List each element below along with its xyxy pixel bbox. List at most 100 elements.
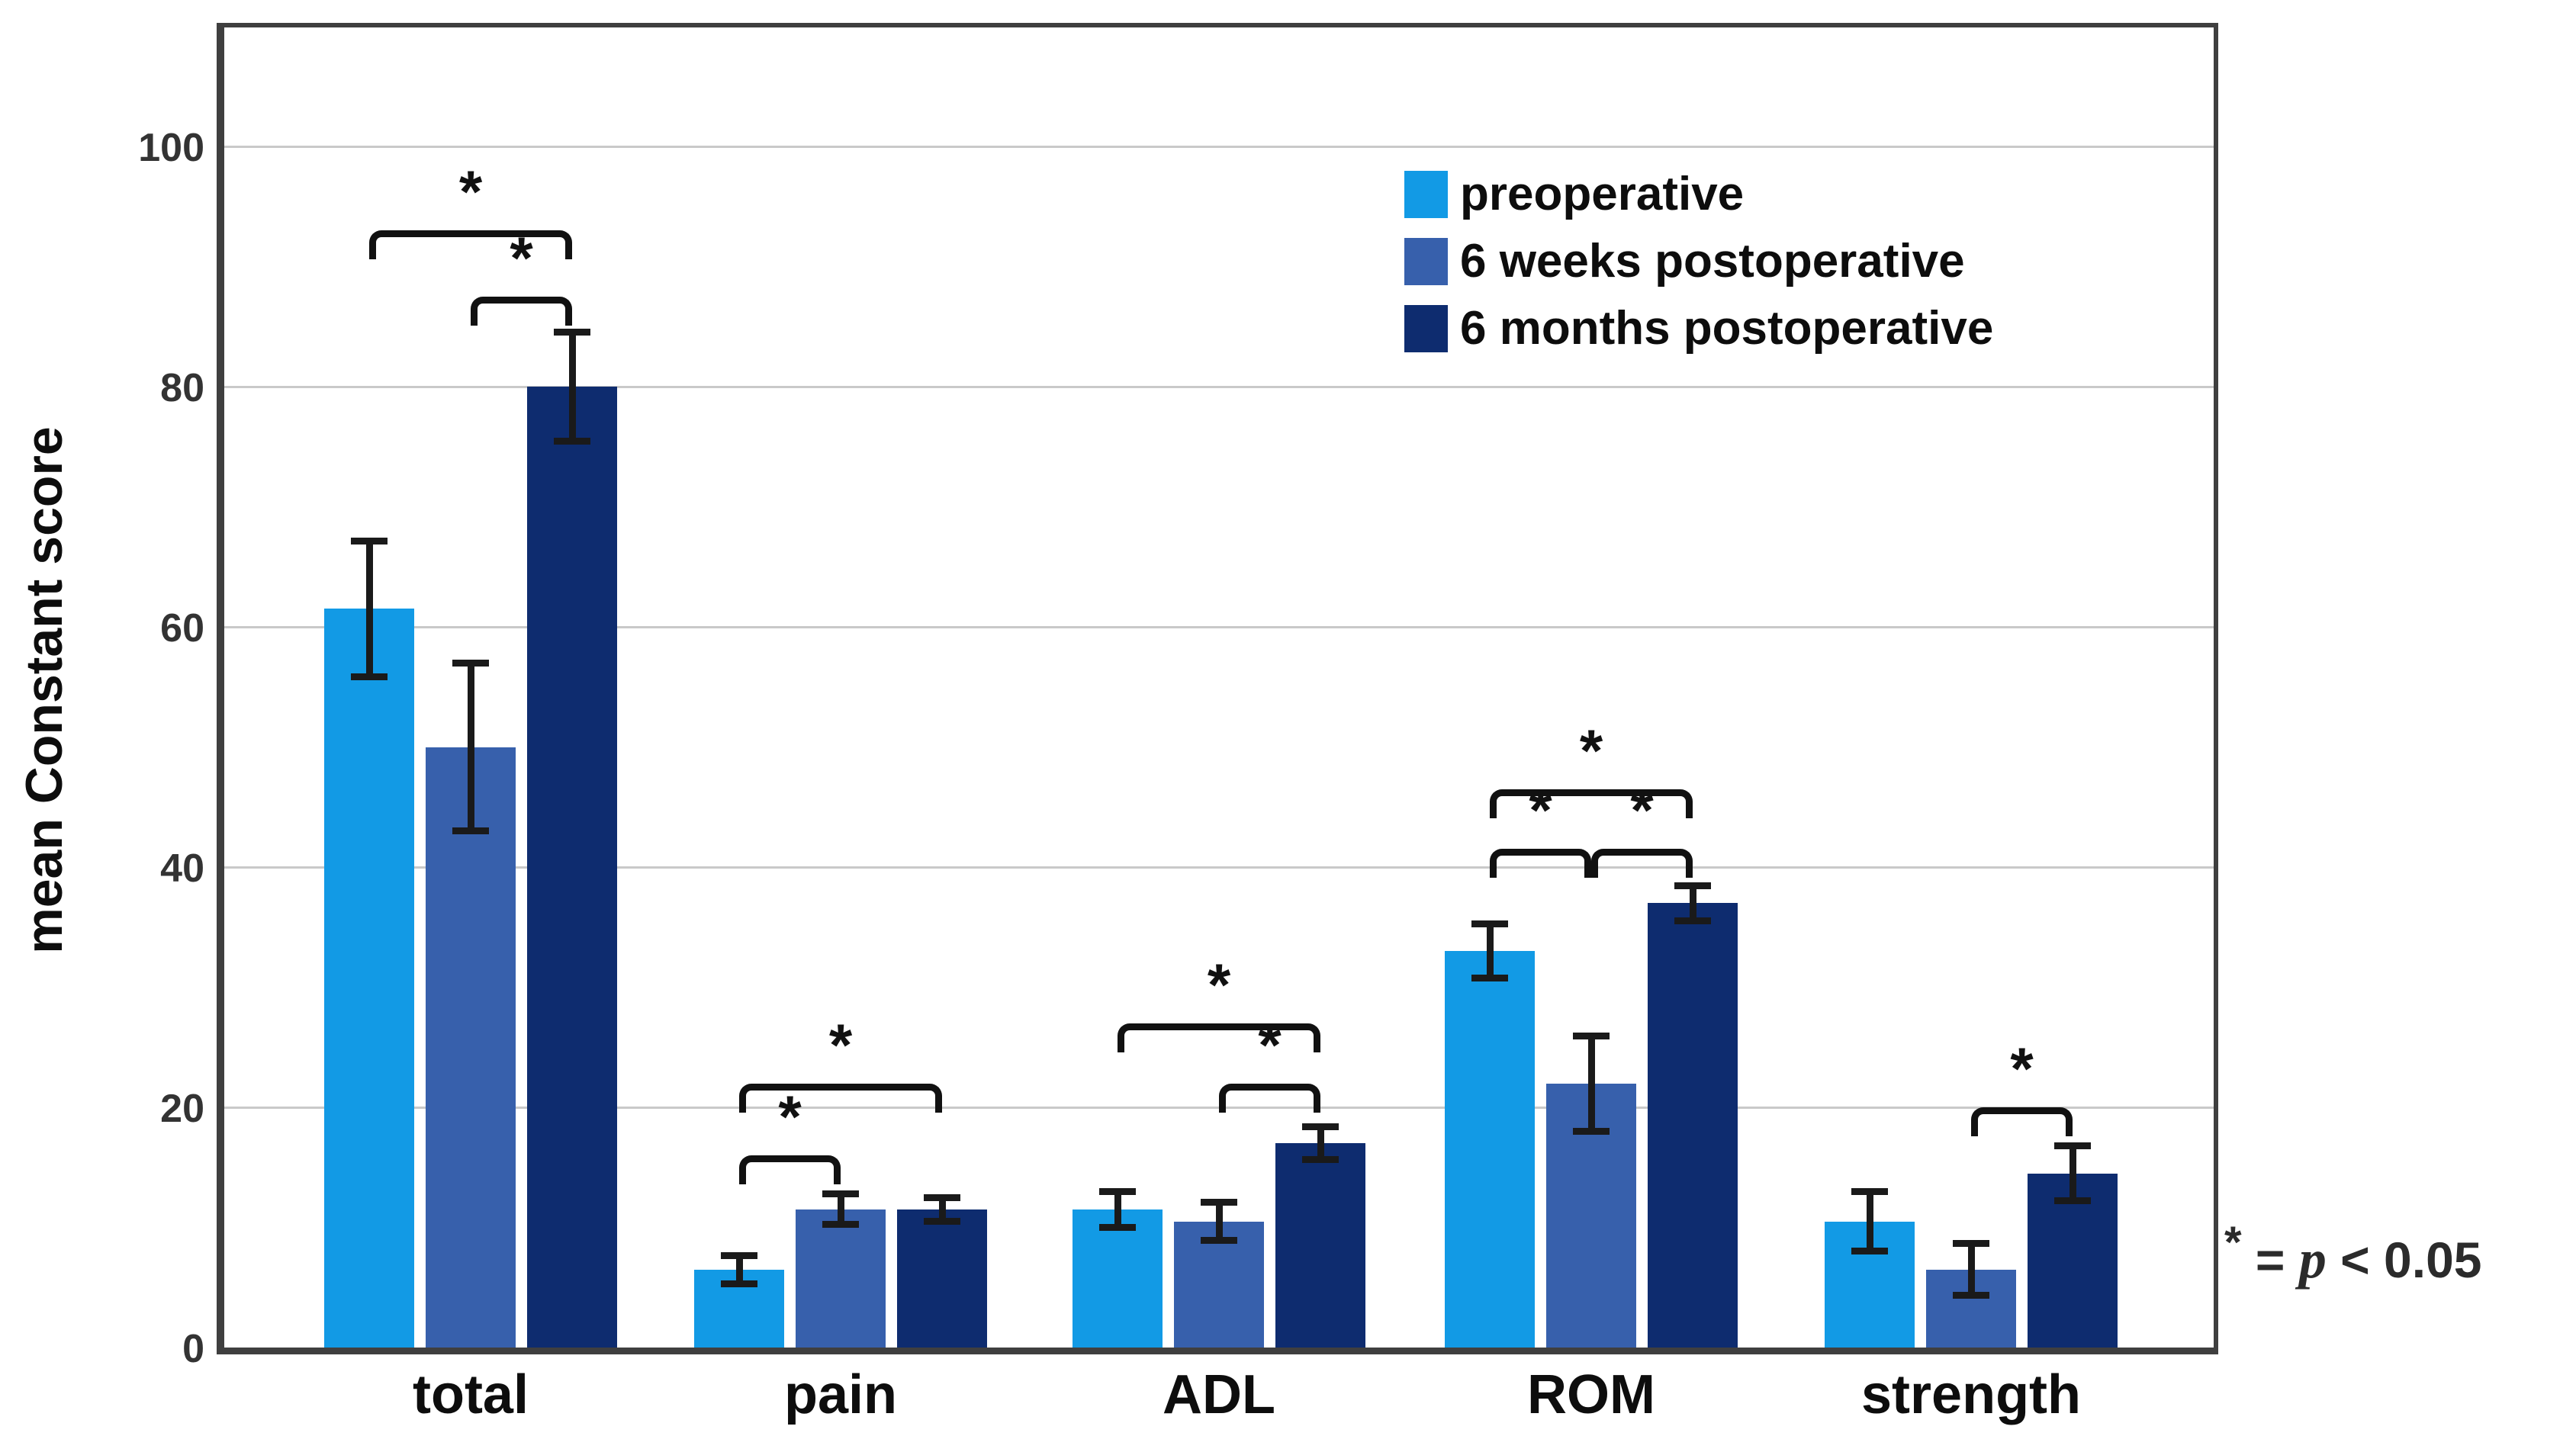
asterisk-label: * bbox=[778, 1083, 802, 1150]
error-bar bbox=[365, 540, 373, 678]
error-bar-cap-top bbox=[1201, 1199, 1237, 1206]
gridline-40 bbox=[224, 866, 2214, 869]
bar-ADL-preoperative bbox=[1073, 1209, 1163, 1348]
error-bar bbox=[1967, 1242, 1975, 1296]
error-bar bbox=[467, 663, 474, 831]
error-bar-cap-bottom bbox=[1573, 1127, 1610, 1135]
error-bar bbox=[1317, 1126, 1324, 1161]
asterisk-label: * bbox=[1258, 1010, 1282, 1078]
significance-footnote: * = p < 0.05 bbox=[2224, 1217, 2482, 1291]
error-bar bbox=[1689, 885, 1696, 921]
error-bar-cap-bottom bbox=[351, 673, 388, 681]
legend-swatch-6-months bbox=[1404, 305, 1448, 352]
y-tick-label-0: 0 bbox=[182, 1327, 204, 1371]
legend-label: preoperative bbox=[1460, 168, 1745, 220]
legend: preoperative 6 weeks postoperative 6 mon… bbox=[1404, 171, 1993, 352]
error-bar-cap-top bbox=[554, 328, 590, 336]
error-bar-cap-top bbox=[924, 1194, 960, 1202]
legend-row: preoperative bbox=[1404, 171, 1993, 218]
bar-total-6-weeks-postoperative bbox=[426, 747, 516, 1348]
significance-bracket-ROM bbox=[1490, 849, 1591, 879]
asterisk-label: * bbox=[1529, 776, 1552, 844]
asterisk-label: * bbox=[1579, 716, 1603, 784]
footnote-p: p bbox=[2298, 1229, 2327, 1290]
error-bar-cap-bottom bbox=[1851, 1248, 1888, 1254]
error-bar-cap-bottom bbox=[452, 827, 489, 834]
y-tick-label-40: 40 bbox=[160, 846, 204, 891]
bar-pain-6-months-postoperative bbox=[897, 1209, 987, 1348]
significance-bracket-strength bbox=[1971, 1107, 2073, 1136]
error-bar-cap-top bbox=[1674, 882, 1711, 889]
significance-bracket-total bbox=[369, 230, 572, 260]
error-bar bbox=[2069, 1145, 2076, 1201]
bar-ADL-6-months-postoperative bbox=[1275, 1143, 1365, 1348]
error-bar bbox=[1486, 924, 1494, 979]
category-label-ADL: ADL bbox=[1163, 1364, 1275, 1425]
error-bar-cap-top bbox=[351, 537, 388, 544]
error-bar-cap-top bbox=[1953, 1239, 1989, 1247]
asterisk-label: * bbox=[510, 223, 533, 291]
asterisk-label: * bbox=[2010, 1035, 2034, 1102]
y-tick-label-80: 80 bbox=[160, 366, 204, 410]
bar-ROM-preoperative bbox=[1445, 951, 1535, 1348]
footnote-asterisk: * bbox=[2224, 1218, 2242, 1267]
bar-pain-6-weeks-postoperative bbox=[796, 1209, 886, 1348]
error-bar bbox=[1587, 1035, 1595, 1132]
error-bar-cap-bottom bbox=[554, 438, 590, 445]
y-tick-label-100: 100 bbox=[138, 126, 204, 170]
significance-bracket-pain bbox=[739, 1083, 942, 1113]
error-bar bbox=[1114, 1191, 1121, 1228]
category-label-total: total bbox=[413, 1364, 529, 1425]
error-bar-cap-bottom bbox=[1201, 1236, 1237, 1244]
error-bar bbox=[837, 1193, 844, 1226]
error-bar-cap-top bbox=[1302, 1123, 1339, 1131]
error-bar-cap-bottom bbox=[924, 1217, 960, 1225]
significance-bracket-ADL bbox=[1219, 1083, 1320, 1113]
gridline-80 bbox=[224, 385, 2214, 388]
error-bar-cap-top bbox=[1851, 1188, 1888, 1196]
legend-label: 6 months postoperative bbox=[1460, 302, 1994, 355]
y-tick-label-20: 20 bbox=[160, 1087, 204, 1131]
error-bar-cap-top bbox=[1471, 920, 1508, 928]
significance-bracket-ROM bbox=[1591, 849, 1693, 879]
legend-label: 6 weeks postoperative bbox=[1460, 235, 1965, 288]
error-bar-cap-bottom bbox=[2054, 1197, 2091, 1204]
bar-total-preoperative bbox=[324, 609, 414, 1348]
error-bar-cap-bottom bbox=[1471, 975, 1508, 982]
plot-area: * * * * * * * * * * bbox=[217, 23, 2218, 1354]
error-bar bbox=[938, 1197, 946, 1222]
category-label-pain: pain bbox=[783, 1364, 897, 1425]
error-bar-cap-top bbox=[1099, 1188, 1136, 1196]
significance-bracket-total bbox=[471, 296, 572, 326]
bar-total-6-months-postoperative bbox=[527, 387, 617, 1348]
gridline-100 bbox=[224, 145, 2214, 148]
asterisk-label: * bbox=[1630, 776, 1654, 844]
legend-row: 6 weeks postoperative bbox=[1404, 238, 1993, 285]
error-bar bbox=[735, 1254, 743, 1284]
asterisk-label: * bbox=[458, 158, 483, 226]
error-bar bbox=[568, 331, 576, 442]
error-bar-cap-bottom bbox=[1302, 1156, 1339, 1164]
significance-bracket-pain bbox=[739, 1155, 841, 1184]
error-bar-cap-bottom bbox=[1953, 1292, 1989, 1299]
gridline-60 bbox=[224, 625, 2214, 628]
category-label-strength: strength bbox=[1861, 1364, 2081, 1425]
significance-bracket-ROM bbox=[1490, 789, 1693, 818]
category-label-ROM: ROM bbox=[1527, 1364, 1655, 1425]
y-axis-title: mean Constant score bbox=[15, 426, 73, 954]
error-bar-cap-top bbox=[822, 1190, 859, 1198]
error-bar-cap-top bbox=[1573, 1032, 1610, 1039]
error-bar-cap-top bbox=[2054, 1142, 2091, 1150]
error-bar-cap-bottom bbox=[1099, 1223, 1136, 1231]
y-tick-label-60: 60 bbox=[160, 606, 204, 651]
error-bar-cap-top bbox=[721, 1251, 757, 1259]
asterisk-label: * bbox=[1207, 950, 1231, 1018]
footnote-comparison: < 0.05 bbox=[2340, 1232, 2482, 1288]
footnote-equals: = bbox=[2255, 1232, 2285, 1288]
error-bar-cap-bottom bbox=[721, 1280, 757, 1287]
legend-row: 6 months postoperative bbox=[1404, 305, 1993, 352]
error-bar-cap-bottom bbox=[1674, 917, 1711, 924]
bar-ROM-6-months-postoperative bbox=[1648, 903, 1738, 1348]
legend-swatch-preoperative bbox=[1404, 171, 1448, 218]
legend-swatch-6-weeks bbox=[1404, 238, 1448, 285]
